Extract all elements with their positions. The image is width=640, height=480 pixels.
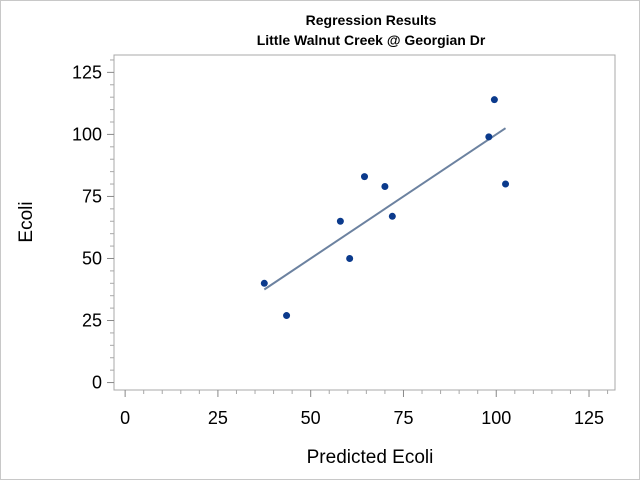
- fit-line-group: [263, 127, 507, 291]
- data-point: [361, 173, 368, 181]
- x-tick-label: 75: [393, 408, 413, 428]
- x-tick-label: 0: [120, 408, 130, 428]
- x-tick-label: 100: [481, 408, 511, 428]
- data-point: [346, 254, 354, 262]
- y-tick-label: 0: [92, 373, 102, 393]
- data-point: [502, 180, 510, 188]
- data-point: [260, 279, 268, 287]
- x-axis-label: Predicted Ecoli: [307, 447, 434, 468]
- points-group: [260, 96, 510, 320]
- y-tick-label: 50: [82, 248, 102, 268]
- x-tick-label: 25: [208, 408, 228, 428]
- data-point: [388, 212, 396, 220]
- x-tick-label: 125: [574, 408, 604, 428]
- y-tick-label: 125: [72, 62, 102, 82]
- regression-fit-line: [263, 127, 507, 291]
- y-axis: 0 25 50 75 100 125: [72, 59, 114, 393]
- x-axis: 0 25 50 75 100 125: [120, 390, 609, 428]
- y-tick-label: 75: [82, 186, 102, 206]
- data-point: [283, 312, 291, 320]
- data-point: [336, 217, 344, 225]
- chart-title: Regression Results: [306, 12, 437, 28]
- chart-subtitle: Little Walnut Creek @ Georgian Dr: [257, 32, 486, 48]
- y-tick-label: 100: [72, 124, 102, 144]
- data-point: [485, 133, 493, 141]
- data-point: [490, 96, 498, 104]
- y-axis-label: Ecoli: [16, 201, 37, 242]
- x-tick-label: 50: [301, 408, 321, 428]
- y-tick-label: 25: [82, 311, 102, 331]
- data-point: [381, 183, 389, 191]
